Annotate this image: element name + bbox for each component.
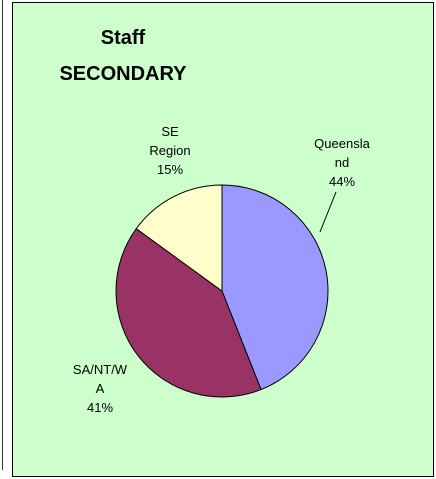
value-label: 41% xyxy=(86,400,114,415)
pie-slice xyxy=(115,227,262,398)
chart-title: SECONDARY xyxy=(59,63,187,85)
pie-slice xyxy=(135,184,223,292)
value-label: 15% xyxy=(156,162,184,177)
slice-label: SE Region 15% xyxy=(141,122,199,179)
panel-edge xyxy=(2,0,3,470)
chart-title: Staff xyxy=(100,27,146,49)
slice-label: Queensland 44% xyxy=(311,134,373,191)
slice-label: SA/NT/WA 41% xyxy=(70,360,130,417)
pie-slice xyxy=(221,184,329,391)
leader-line xyxy=(319,191,337,233)
value-label: 44% xyxy=(328,174,356,189)
category-label: SA/NT/WA xyxy=(72,362,128,396)
category-label: SE Region xyxy=(149,124,191,158)
category-label: Queensland xyxy=(314,136,370,170)
